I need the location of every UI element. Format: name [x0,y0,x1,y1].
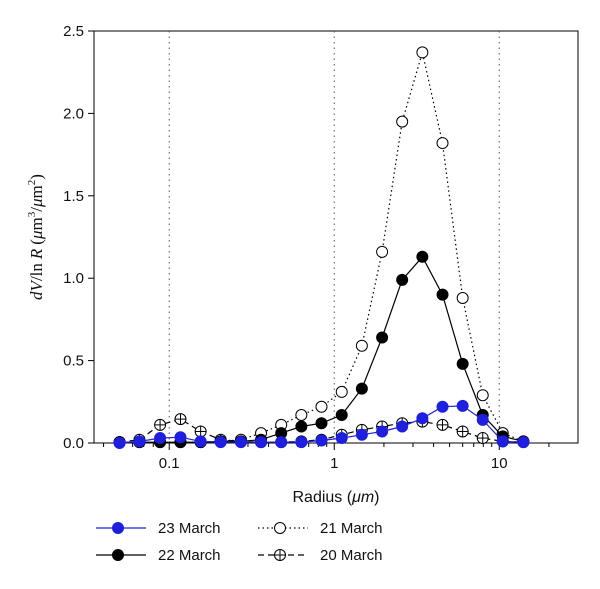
x-tick-label: 0.1 [159,455,180,472]
y-tick-label: 0.5 [63,353,84,370]
y-tick-label: 0.0 [63,435,84,452]
data-point [376,331,389,344]
data-point [214,436,227,449]
data-point [436,418,449,431]
series-layer [113,46,530,449]
data-point [113,437,126,449]
data-point [436,400,449,413]
data-point [315,400,328,413]
data-point [234,436,247,449]
data-point [174,413,187,426]
data-point [517,436,530,449]
data-point [496,435,509,448]
data-point [275,436,288,449]
y-axis: 0.0 0.5 1.0 1.5 2.0 2.5 [63,23,94,452]
y-tick-label: 2.0 [63,105,84,122]
x-tick-label: 10 [491,455,508,472]
plot-frame [93,30,579,444]
data-point [476,432,489,445]
data-point [396,420,409,433]
data-point [456,399,469,412]
data-point [456,357,469,370]
data-point [274,549,286,561]
data-point [295,408,308,421]
data-point [416,46,429,59]
legend-label: 21 March [320,520,383,537]
data-point [355,382,368,395]
legend-item: 22 March [96,547,221,564]
legend: 23 March 22 March 21 March 20 March [96,520,383,564]
data-point [154,432,167,445]
data-point [295,436,308,449]
data-point [355,339,368,352]
legend-label: 23 March [158,520,221,537]
series-23-march [113,399,530,449]
data-point [274,522,286,534]
data-point [194,425,207,438]
x-tick-label: 1 [330,455,338,472]
data-point [194,435,207,448]
x-axis-title: Radius (μm) [293,489,380,506]
data-point [174,431,187,444]
legend-label: 20 March [320,547,383,564]
y-tick-label: 1.0 [63,270,84,287]
x-axis: 0.1 1 10 [103,443,550,472]
data-point [396,273,409,286]
data-point [476,389,489,402]
data-point [335,408,348,421]
data-point [396,115,409,128]
data-point [112,549,124,561]
data-point [416,250,429,263]
data-point [255,436,268,449]
data-point [133,435,146,448]
data-point [355,428,368,441]
y-tick-label: 2.5 [63,23,84,40]
data-point [335,385,348,398]
data-point [456,425,469,438]
data-point [112,522,124,534]
data-point [436,288,449,301]
y-tick-label: 1.5 [63,188,84,205]
legend-item: 20 March [258,547,383,564]
data-point [436,137,449,150]
data-point [154,418,167,431]
data-point [315,417,328,430]
legend-label: 22 March [158,547,221,564]
data-point [315,434,328,447]
data-point [376,245,389,258]
legend-item: 21 March [258,520,383,537]
data-point [295,420,308,433]
data-point [476,413,489,426]
data-point [335,432,348,445]
data-point [376,425,389,438]
legend-item: 23 March [96,520,221,537]
y-axis-title: dV/lnR(μm3/μm2) [26,174,46,300]
data-point [416,412,429,425]
data-point [456,291,469,304]
